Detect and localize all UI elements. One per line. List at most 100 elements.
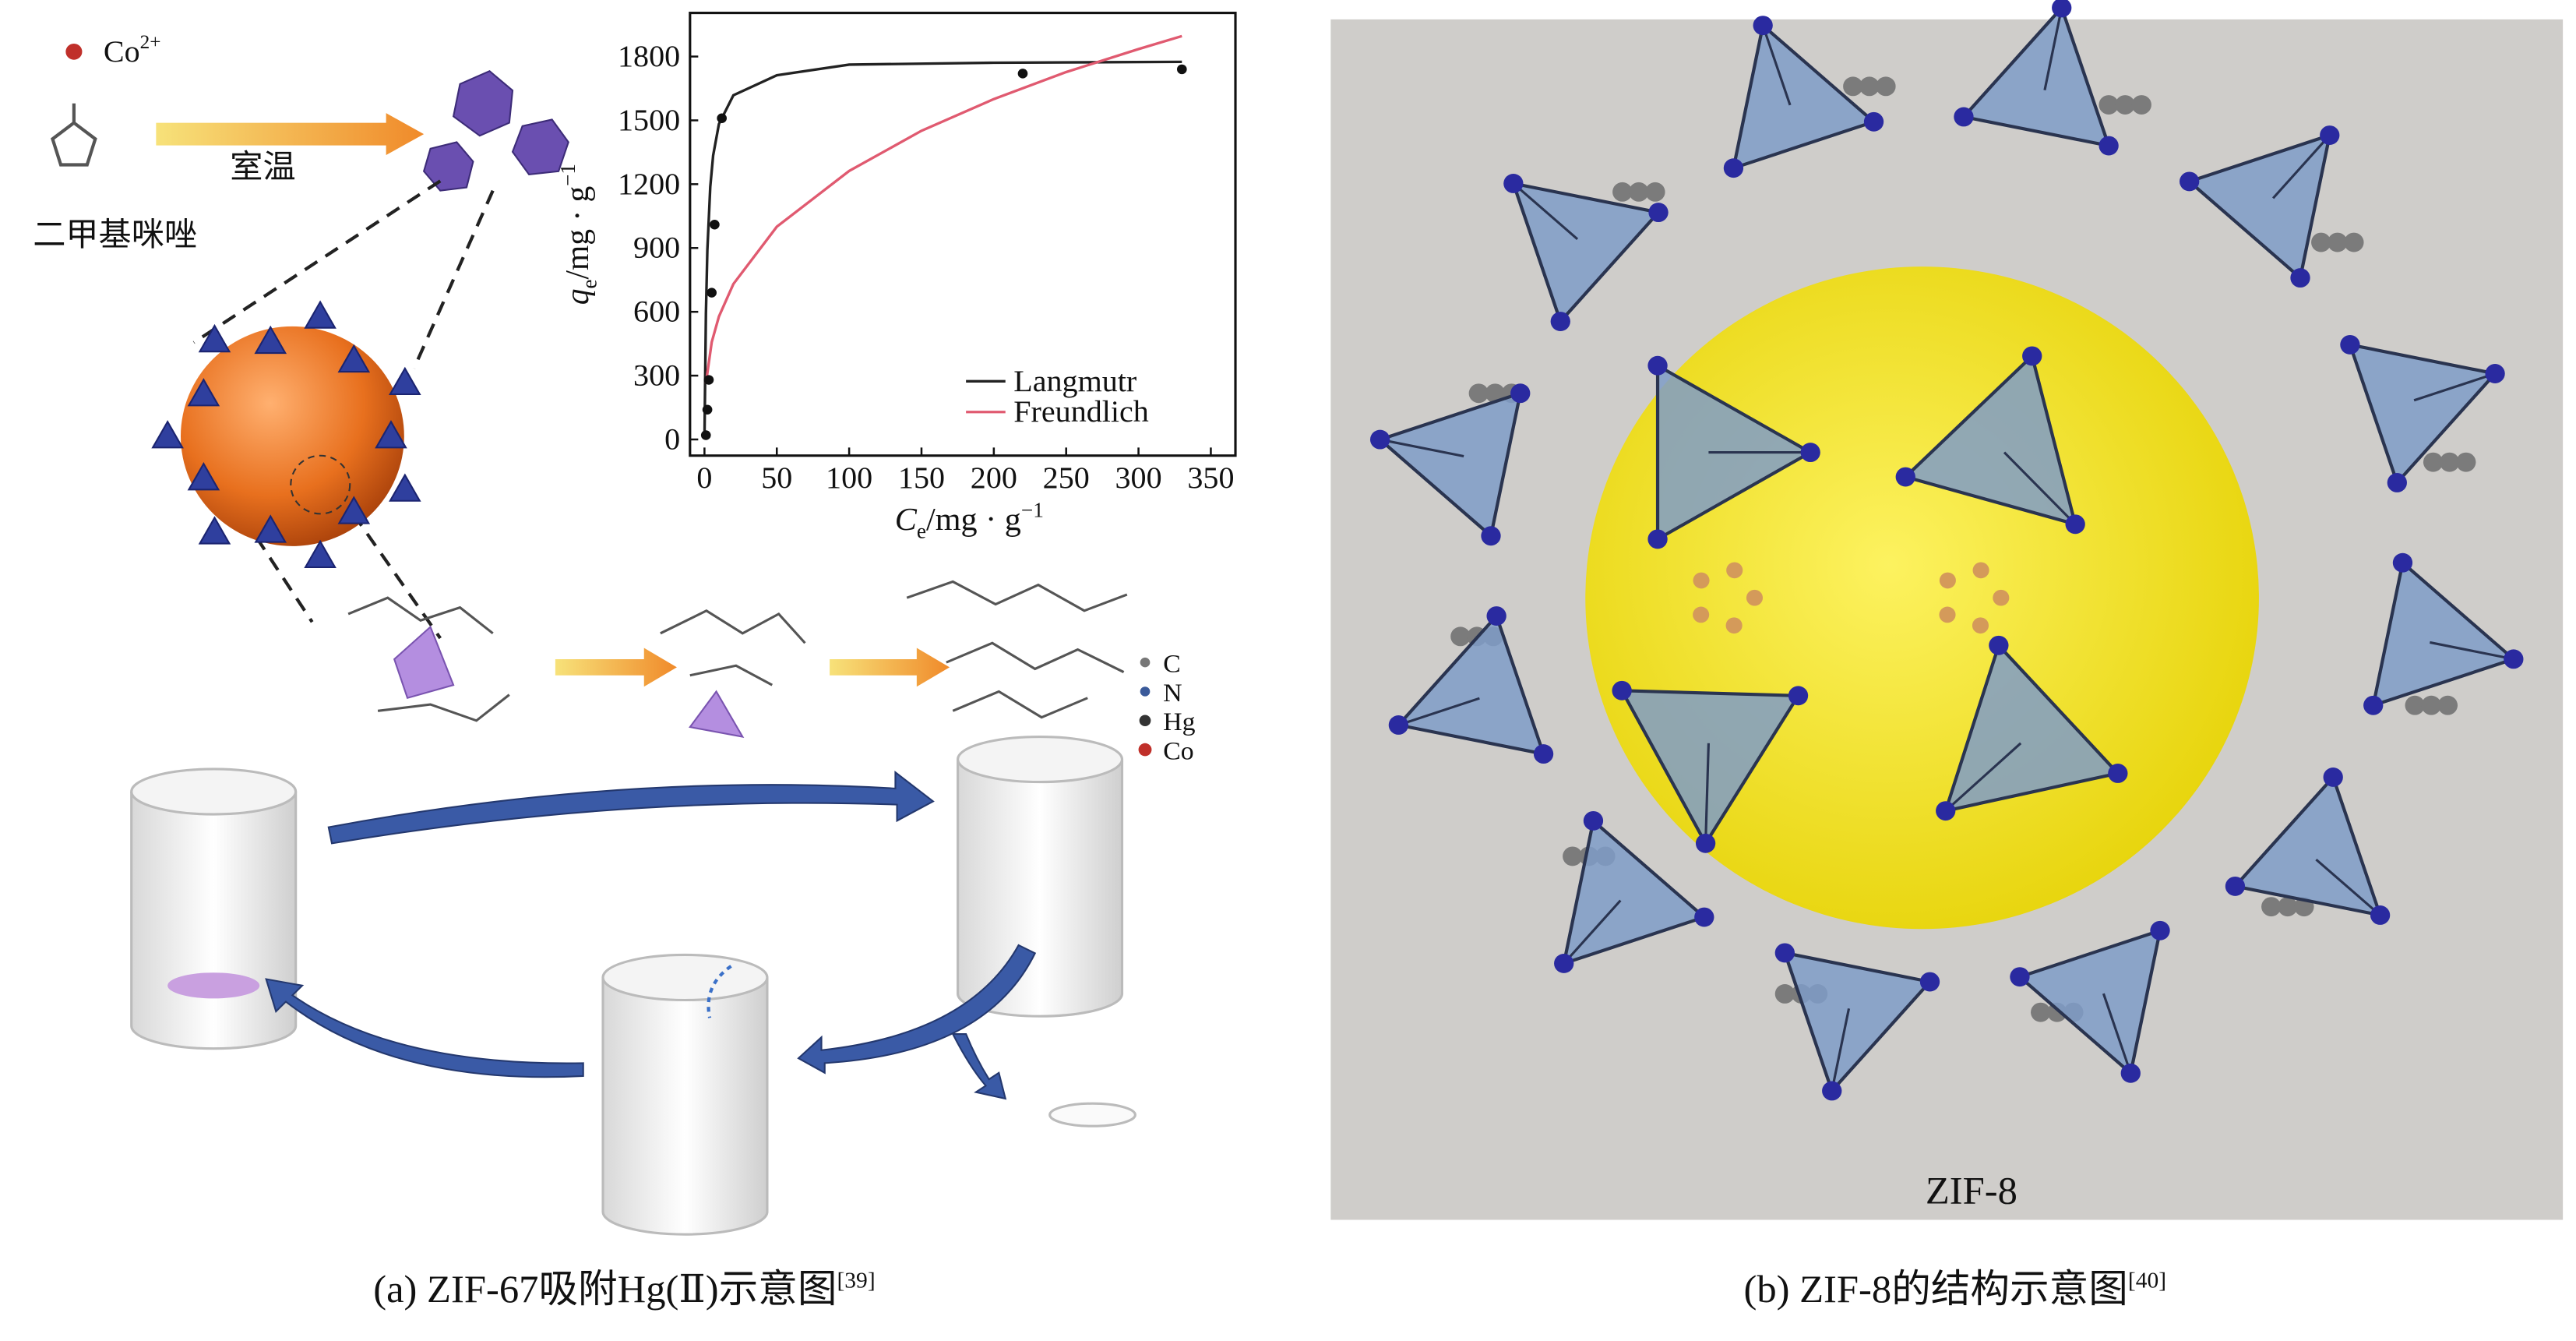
zinc-node [1612,680,1632,700]
linker-atom [1972,562,1989,579]
zinc-node [2387,473,2407,492]
ligand-label: 二甲基咪唑 [33,216,197,254]
linker-atom [2344,232,2364,252]
linker-atom [1450,626,1471,647]
tetrahedron [389,366,421,396]
caption-b-ref: [40] [2128,1269,2166,1293]
y-tick-label: 600 [633,295,680,329]
inner-tetrahedron [1619,689,1802,847]
outer-tetrahedron [1782,951,1933,1095]
series-line [703,60,1182,439]
outer-tetrahedron-edge [1761,25,1792,106]
zinc-node [2363,695,2384,715]
outer-tetrahedron-edge [2043,7,2063,90]
tetrahedron [337,344,371,373]
outer-tetrahedron [2186,132,2332,281]
x-tick-label: 50 [761,461,792,495]
zinc-node [1486,606,1506,626]
linker-atom [2311,232,2331,252]
outer-tetrahedron-edge [2430,641,2514,661]
zinc-node [1895,467,1915,487]
data-point [717,113,727,123]
x-tick-label: 250 [1043,461,1090,495]
outer-tetrahedron-edge [2315,858,2381,916]
outer-tetrahedron-edge [1397,697,1480,726]
y-tick-label: 900 [633,231,680,265]
linker-atom [1629,182,1649,202]
zinc-node [2340,334,2360,355]
transfer-dash [707,965,732,1018]
molecule-sketches [347,580,1128,722]
atom-label: C [1163,650,1181,679]
cobalt-label: Co2+ [104,32,161,68]
linker-atom [2261,897,2282,917]
outer-tetrahedron [2370,559,2517,708]
atom-label: Hg [1163,708,1196,736]
outer-tetrahedron [2347,342,2499,486]
zinc-node [1753,16,1773,36]
zinc-node [2120,1063,2141,1083]
caption-b: (b) ZIF-8的结构示意图[40] [1743,1268,2166,1311]
zinc-node [1863,111,1884,132]
x-tick-label: 0 [696,461,712,495]
linker-atom [2099,95,2119,115]
step-arrow-2 [830,648,950,687]
linker-atom [1774,984,1795,1004]
linker-atom [1468,383,1489,404]
zif8-cage [1585,266,2259,930]
zinc-node [2225,876,2246,896]
tetrahedron [254,325,287,355]
x-tick-label: 300 [1115,461,1162,495]
zinc-node [2392,552,2413,573]
zinc-node [1936,801,1956,821]
linker-atom [2440,452,2460,472]
zinc-node [1788,686,1809,706]
zinc-node [2022,346,2042,366]
zinc-node [2010,967,2030,987]
caption-a-ref: [39] [837,1269,875,1293]
data-point [710,220,720,230]
zinc-node [1554,953,1574,973]
ligand-ring [51,120,97,167]
data-point [700,430,711,440]
hg-tetrahedron-2 [688,690,745,738]
x-label-sub: e [917,520,926,543]
y-tick-label: 0 [664,422,680,457]
zinc-node [1723,158,1744,178]
linker-atom [2405,695,2425,715]
zinc-node [1369,429,1390,450]
outer-tetrahedron [1510,181,1662,325]
linker-atom [1693,606,1710,623]
zinc-node [2065,514,2085,535]
linker-atom [2423,452,2444,472]
zinc-node [1533,744,1554,764]
zinc-node [1989,635,2009,655]
zoom-circle [290,454,351,515]
linker-atom [2456,452,2476,472]
zinc-node [1583,810,1604,831]
y-label-sub: e [577,280,601,289]
linker-atom [1726,562,1743,579]
crystals [422,70,569,192]
zinc-node [2108,764,2128,783]
zinc-node [1481,526,1501,546]
panel-b: ZIF-8 (b) ZIF-8的结构示意图[40] [1330,0,2564,1311]
x-tick-label: 150 [898,461,945,495]
tetrahedron [304,300,337,329]
linker-atom [1612,182,1633,202]
plot-frame [689,12,1237,457]
hg-tetrahedron [393,625,455,700]
linker-atom [2328,232,2348,252]
linker-atom [1939,606,1956,623]
outer-tetrahedron-edge [1831,1008,1851,1092]
tetrahedron [198,516,231,545]
outer-tetrahedron [1395,612,1546,757]
y-label-part: /mg · g [560,186,596,280]
outer-tetrahedron [1960,4,2112,148]
atom-legend: C N Hg Co [1138,650,1196,765]
outer-tetrahedron-edge [2271,134,2331,199]
outer-tetrahedron [2016,928,2162,1077]
zinc-node [2150,920,2170,940]
panel-a-illustration: Co2+ 室温 二甲基咪唑 C N H [33,32,1196,1311]
caption-a: (a) ZIF-67吸附Hg(Ⅱ)示意图[39] [373,1268,875,1311]
